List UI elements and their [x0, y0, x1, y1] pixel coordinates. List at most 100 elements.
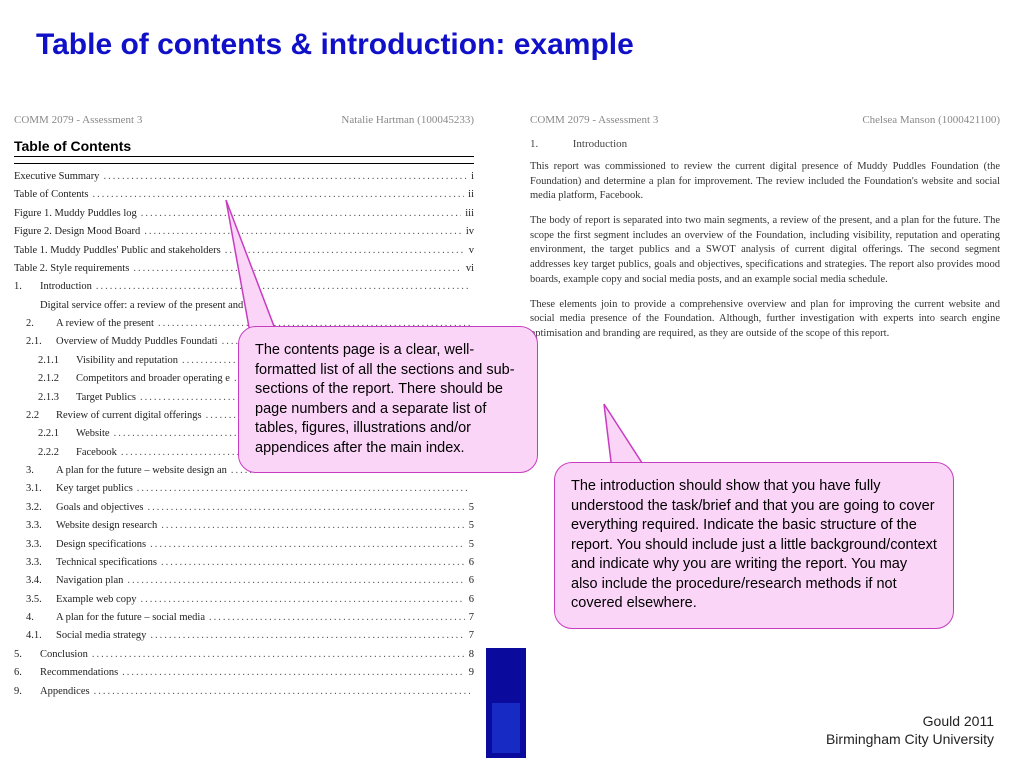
- toc-item-label: Recommendations: [40, 664, 118, 682]
- toc-item-num: 3.3.: [26, 517, 48, 535]
- intro-heading: 1. Introduction: [530, 138, 1000, 150]
- toc-item-label: Competitors and broader operating e: [76, 370, 230, 388]
- toc-leader: [209, 609, 465, 627]
- toc-leader: [150, 536, 465, 554]
- toc-item-page: 5: [469, 499, 474, 517]
- toc-item: 3.1.Key target publics: [14, 480, 474, 498]
- toc-item-label: Introduction: [40, 278, 92, 296]
- toc-item: 3.5.Example web copy6: [14, 591, 474, 609]
- toc-leader: [161, 517, 465, 535]
- toc-item-page: iv: [466, 223, 474, 241]
- toc-pre-item: Executive Summary i: [14, 168, 474, 186]
- toc-item: 3.3. Website design research 5: [14, 517, 474, 535]
- toc-leader: [147, 499, 464, 517]
- right-header-course: COMM 2079 - Assessment 3: [530, 114, 658, 126]
- toc-item-label: A review of the present: [56, 315, 154, 333]
- footer-credit: Gould 2011 Birmingham City University: [826, 712, 994, 748]
- toc-item-page: 6: [469, 554, 474, 572]
- toc-item-label: Table 2. Style requirements: [14, 260, 129, 278]
- toc-item: 9. Appendices: [14, 683, 474, 701]
- left-header-course: COMM 2079 - Assessment 3: [14, 114, 142, 126]
- toc-leader: [94, 683, 470, 701]
- toc-item-page: 6: [469, 572, 474, 590]
- left-header-student: Natalie Hartman (100045233): [341, 114, 474, 126]
- toc-item-page: ii: [468, 186, 474, 204]
- toc-divider: [14, 163, 474, 164]
- toc-item-label: Navigation plan: [56, 572, 123, 590]
- toc-item: 3.3.Design specifications5: [14, 536, 474, 554]
- toc-item-num: 2.1.3: [38, 389, 68, 407]
- intro-paragraph: These elements join to provide a compreh…: [530, 298, 1000, 342]
- toc-item-page: 6: [469, 591, 474, 609]
- toc-item-page: 8: [469, 646, 474, 664]
- toc-item: 6. Recommendations 9: [14, 664, 474, 682]
- toc-item-label: Appendices: [40, 683, 90, 701]
- toc-item-label: Example web copy: [56, 591, 136, 609]
- toc-item-num: 2.2: [26, 407, 48, 425]
- toc-item-num: 3.2.: [26, 499, 48, 517]
- toc-item-num: 6.: [14, 664, 32, 682]
- toc-item-num: 2.2.1: [38, 425, 68, 443]
- left-page-header: COMM 2079 - Assessment 3 Natalie Hartman…: [14, 114, 474, 126]
- toc-item-label: Facebook: [76, 444, 117, 462]
- toc-item-label: Figure 2. Design Mood Board: [14, 223, 140, 241]
- toc-item-label: Table of Contents: [14, 186, 89, 204]
- callout-introduction: The introduction should show that you ha…: [554, 462, 954, 629]
- toc-item-page: 5: [469, 517, 474, 535]
- toc-item-num: 1.: [14, 278, 32, 296]
- toc-item-label: Digital service offer: a review of the p…: [40, 297, 243, 315]
- toc-item-num: 3.3.: [26, 554, 48, 572]
- toc-item-num: 9.: [14, 683, 32, 701]
- right-page-header: COMM 2079 - Assessment 3 Chelsea Manson …: [530, 114, 1000, 126]
- toc-leader: [92, 646, 465, 664]
- toc-leader: [137, 480, 470, 498]
- intro-heading-num: 1.: [530, 138, 570, 150]
- toc-item: 4. A plan for the future – social media 7: [14, 609, 474, 627]
- toc-item-num: 3.4.: [26, 572, 48, 590]
- toc-item-page: 7: [469, 627, 474, 645]
- toc-item: 3.4. Navigation plan 6: [14, 572, 474, 590]
- toc-item-num: 2.: [26, 315, 48, 333]
- toc-item-label: Conclusion: [40, 646, 88, 664]
- footer-line1: Gould 2011: [826, 712, 994, 730]
- toc-leader: [161, 554, 465, 572]
- intro-paragraph: This report was commissioned to review t…: [530, 160, 1000, 204]
- toc-item-label: Figure 1. Muddy Puddles log: [14, 205, 137, 223]
- toc-leader: [140, 591, 464, 609]
- intro-body: This report was commissioned to review t…: [530, 160, 1000, 342]
- toc-item-num: 4.: [26, 609, 48, 627]
- toc-item-label: Website: [76, 425, 110, 443]
- toc-item-label: Table 1. Muddy Puddles' Public and stake…: [14, 242, 221, 260]
- toc-item-num: 3.3.: [26, 536, 48, 554]
- toc-title: Table of Contents: [14, 138, 474, 157]
- toc-item-label: Social media strategy: [56, 627, 146, 645]
- intro-heading-label: Introduction: [573, 138, 627, 150]
- toc-item-num: 2.1.1: [38, 352, 68, 370]
- decorative-blue-block: [486, 648, 526, 758]
- toc-leader: [122, 664, 465, 682]
- toc-item-label: Design specifications: [56, 536, 146, 554]
- toc-item-label: A plan for the future – website design a…: [56, 462, 227, 480]
- toc-item-page: i: [471, 168, 474, 186]
- toc-item-page: 7: [469, 609, 474, 627]
- toc-item-label: Target Publics: [76, 389, 136, 407]
- footer-line2: Birmingham City University: [826, 730, 994, 748]
- toc-item-num: 2.1.2: [38, 370, 68, 388]
- toc-item: 3.2. Goals and objectives 5: [14, 499, 474, 517]
- right-header-student: Chelsea Manson (1000421100): [862, 114, 1000, 126]
- toc-item: 4.1.Social media strategy7: [14, 627, 474, 645]
- slide-title: Table of contents & introduction: exampl…: [36, 28, 634, 62]
- toc-leader: [150, 627, 464, 645]
- callout-contents: The contents page is a clear, well-forma…: [238, 326, 538, 473]
- toc-item-label: Goals and objectives: [56, 499, 143, 517]
- toc-item: 3.3. Technical specifications 6: [14, 554, 474, 572]
- toc-item-label: Executive Summary: [14, 168, 99, 186]
- toc-item-page: 9: [469, 664, 474, 682]
- toc-item-label: Website design research: [56, 517, 157, 535]
- toc-item-label: Visibility and reputation: [76, 352, 178, 370]
- toc-item-num: 5.: [14, 646, 32, 664]
- toc-item-label: A plan for the future – social media: [56, 609, 205, 627]
- intro-paragraph: The body of report is separated into two…: [530, 214, 1000, 287]
- toc-item-label: Technical specifications: [56, 554, 157, 572]
- toc-item-label: Key target publics: [56, 480, 133, 498]
